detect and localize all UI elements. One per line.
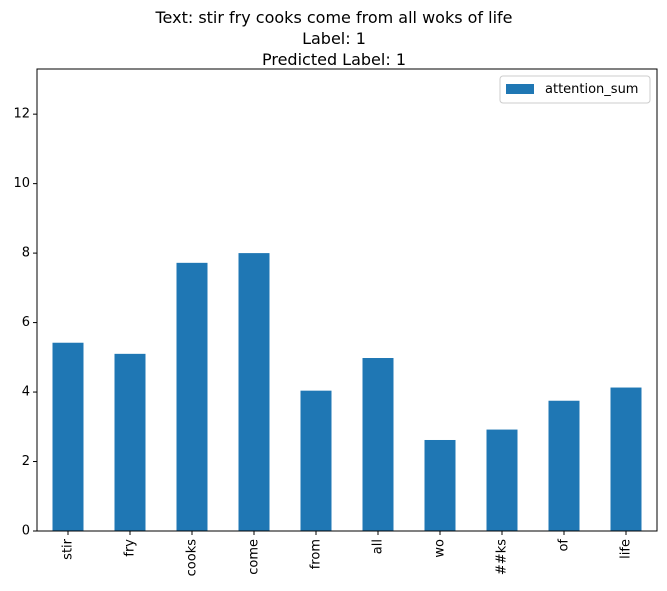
legend: attention_sum: [499, 75, 651, 104]
bar-from: [300, 390, 332, 531]
y-tick-label: 6: [22, 315, 30, 330]
x-tick-label: of: [557, 539, 572, 552]
legend-swatch: [506, 84, 534, 94]
x-tick-label: fry: [123, 539, 138, 557]
x-tick-label: all: [371, 539, 386, 554]
y-axis: 0 2 4 6 8 10 12: [13, 107, 37, 539]
x-tick-label: life: [619, 539, 634, 559]
bar-cooks: [176, 262, 208, 531]
bar-life: [610, 387, 642, 531]
chart-title-line-1: Text: stir fry cooks come from all woks …: [154, 8, 512, 27]
legend-box: [499, 75, 651, 104]
chart-title-line-3: Predicted Label: 1: [262, 50, 406, 69]
y-tick-label: 12: [13, 107, 30, 122]
y-tick-label: 0: [22, 524, 30, 539]
x-tick-label: cooks: [185, 539, 200, 577]
x-tick-label: come: [247, 539, 262, 575]
bar-of: [548, 400, 580, 531]
y-tick-label: 8: [22, 246, 30, 261]
x-tick-label: from: [309, 539, 324, 569]
legend-label: attention_sum: [545, 82, 638, 97]
chart-title: Text: stir fry cooks come from all woks …: [154, 8, 512, 69]
x-tick-label: ##ks: [495, 539, 510, 575]
chart-title-line-2: Label: 1: [302, 29, 366, 48]
y-tick-label: 4: [22, 385, 30, 400]
bar-all: [362, 358, 394, 531]
x-axis: stir fry cooks come from all wo ##ks of life: [61, 531, 634, 576]
bar-wo: [424, 439, 456, 531]
bar-come: [238, 253, 270, 531]
x-tick-label: wo: [433, 539, 448, 558]
bar-##ks: [486, 429, 518, 531]
bars-group: [52, 253, 642, 531]
y-tick-label: 10: [13, 176, 30, 191]
x-tick-label: stir: [61, 538, 76, 559]
bar-fry: [114, 353, 146, 531]
bar-stir: [52, 342, 84, 531]
y-tick-label: 2: [22, 454, 30, 469]
plot-frame: [36, 68, 658, 532]
